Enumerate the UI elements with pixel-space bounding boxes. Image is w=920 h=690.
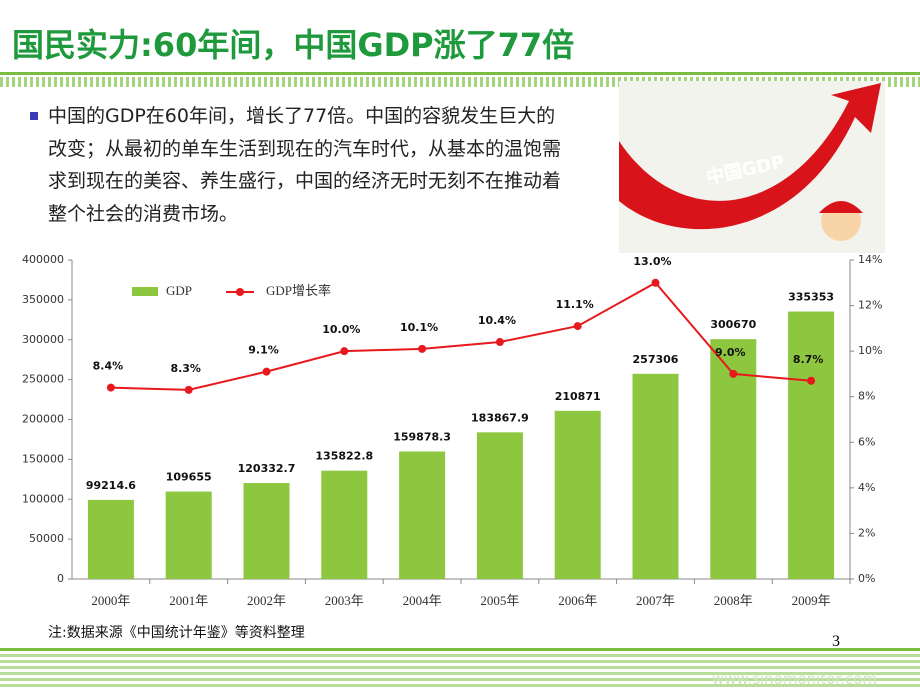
figure-hat bbox=[819, 201, 863, 213]
legend-swatch bbox=[132, 287, 158, 296]
x-tick-label: 2007年 bbox=[636, 593, 675, 608]
stripe bbox=[0, 654, 920, 690]
y-tick-label: 350000 bbox=[22, 293, 64, 306]
x-tick-label: 2008年 bbox=[714, 593, 753, 608]
x-tick-label: 2005年 bbox=[480, 593, 519, 608]
line-marker bbox=[807, 376, 816, 385]
bullet-line: 中国的GDP在60年间，增长了77倍。中国的容貌发生巨大的 bbox=[30, 100, 561, 133]
x-tick-label: 2002年 bbox=[247, 593, 286, 608]
line-value-label: 8.4% bbox=[93, 360, 124, 373]
x-tick-label: 2000年 bbox=[91, 593, 130, 608]
legend-label: GDP bbox=[166, 283, 192, 298]
y-tick-label: 100000 bbox=[22, 492, 64, 505]
bar bbox=[632, 373, 679, 579]
y-tick-label: 400000 bbox=[22, 253, 64, 266]
slide-title: 国民实力:60年间，中国GDP涨了77倍 bbox=[12, 26, 575, 64]
line-value-label: 9.1% bbox=[248, 344, 279, 357]
bar-value-label: 159878.3 bbox=[393, 430, 451, 443]
arrow bbox=[619, 83, 881, 230]
footer-url: www.sinomonitor.com bbox=[712, 670, 877, 688]
stripe bbox=[0, 72, 920, 75]
bar-value-label: 257306 bbox=[633, 353, 679, 366]
bar bbox=[321, 470, 368, 579]
page-number: 3 bbox=[832, 633, 840, 650]
stripe bbox=[0, 648, 920, 651]
bar bbox=[710, 339, 757, 579]
x-tick-label: 2001年 bbox=[169, 593, 208, 608]
illustration: 中国GDP bbox=[619, 81, 885, 253]
y-tick-label: 0 bbox=[57, 572, 64, 585]
y2-tick-label: 8% bbox=[858, 390, 875, 403]
y-tick-label: 300000 bbox=[22, 333, 64, 346]
bar bbox=[788, 311, 835, 579]
bullet-line: 改变；从最初的单车生活到现在的汽车时代，从基本的温饱需 bbox=[30, 133, 561, 166]
line-marker bbox=[573, 322, 582, 331]
y2-tick-label: 14% bbox=[858, 253, 882, 266]
y2-tick-label: 2% bbox=[858, 526, 875, 539]
legend-label: GDP增长率 bbox=[266, 283, 331, 298]
line-value-label: 11.1% bbox=[556, 298, 594, 311]
bar-value-label: 300670 bbox=[710, 318, 756, 331]
bullet-line: 整个社会的消费市场。 bbox=[30, 198, 561, 231]
bar-value-label: 109655 bbox=[166, 471, 212, 484]
line-marker bbox=[729, 369, 738, 378]
bar-value-label: 99214.6 bbox=[86, 479, 136, 492]
x-tick-label: 2006年 bbox=[558, 593, 597, 608]
bar bbox=[87, 499, 134, 579]
bar bbox=[165, 491, 212, 579]
line-marker bbox=[106, 383, 115, 392]
bullet-text-line: 中国的GDP在60年间，增长了77倍。中国的容貌发生巨大的 bbox=[48, 105, 556, 127]
bar-value-label: 335353 bbox=[788, 291, 834, 304]
y-tick-label: 200000 bbox=[22, 413, 64, 426]
bullet-line: 求到现在的美容、养生盛行，中国的经济无时无刻不在推动着 bbox=[30, 165, 561, 198]
y2-tick-label: 6% bbox=[858, 435, 875, 448]
bullet-text-line: 改变；从最初的单车生活到现在的汽车时代，从基本的温饱需 bbox=[48, 137, 562, 160]
bar bbox=[399, 451, 446, 579]
legend-swatch bbox=[236, 288, 244, 296]
y-tick-label: 150000 bbox=[22, 452, 64, 465]
bar bbox=[476, 432, 523, 579]
bullet-marker bbox=[30, 112, 38, 120]
line-marker bbox=[495, 338, 504, 347]
y2-tick-label: 12% bbox=[858, 299, 882, 312]
bar bbox=[243, 483, 290, 579]
line-marker bbox=[418, 344, 427, 353]
line-value-label: 9.0% bbox=[715, 346, 746, 359]
bar-value-label: 210871 bbox=[555, 390, 601, 403]
line-marker bbox=[340, 347, 349, 356]
line-value-label: 10.1% bbox=[400, 321, 438, 334]
x-tick-label: 2004年 bbox=[403, 593, 442, 608]
y-tick-label: 50000 bbox=[29, 532, 64, 545]
line-value-label: 10.4% bbox=[478, 314, 516, 327]
line-value-label: 8.7% bbox=[793, 353, 824, 366]
y-tick-label: 250000 bbox=[22, 373, 64, 386]
line bbox=[110, 281, 812, 391]
bullet-text-line: 整个社会的消费市场。 bbox=[48, 202, 239, 225]
bar bbox=[554, 410, 601, 579]
bar-value-label: 120332.7 bbox=[238, 462, 296, 475]
note: 注:数据来源《中国统计年鉴》等资料整理 bbox=[48, 625, 305, 641]
y2-tick-label: 10% bbox=[858, 344, 882, 357]
line-value-label: 8.3% bbox=[170, 362, 201, 375]
line-marker bbox=[262, 367, 271, 376]
chart: 0 50000 100000 150000 200000 250000 300000 3500… bbox=[22, 253, 882, 608]
bullet-text-line: 求到现在的美容、养生盛行，中国的经济无时无刻不在推动着 bbox=[48, 170, 562, 192]
bar-value-label: 183867.9 bbox=[471, 411, 529, 424]
line-marker bbox=[651, 278, 660, 287]
stripe bbox=[0, 77, 920, 87]
line-marker bbox=[184, 385, 193, 394]
y2-tick-label: 4% bbox=[858, 481, 875, 494]
x-tick-label: 2003年 bbox=[325, 593, 364, 608]
x-tick-label: 2009年 bbox=[792, 593, 831, 608]
line-value-label: 13.0% bbox=[633, 255, 671, 268]
line-value-label: 10.0% bbox=[322, 323, 360, 336]
y2-tick-label: 0% bbox=[858, 572, 875, 585]
bullet-text: 中国的GDP在60年间，增长了77倍。中国的容貌发生巨大的 改变；从最初的单车生活… bbox=[30, 100, 561, 230]
bar-value-label: 135822.8 bbox=[315, 450, 373, 463]
